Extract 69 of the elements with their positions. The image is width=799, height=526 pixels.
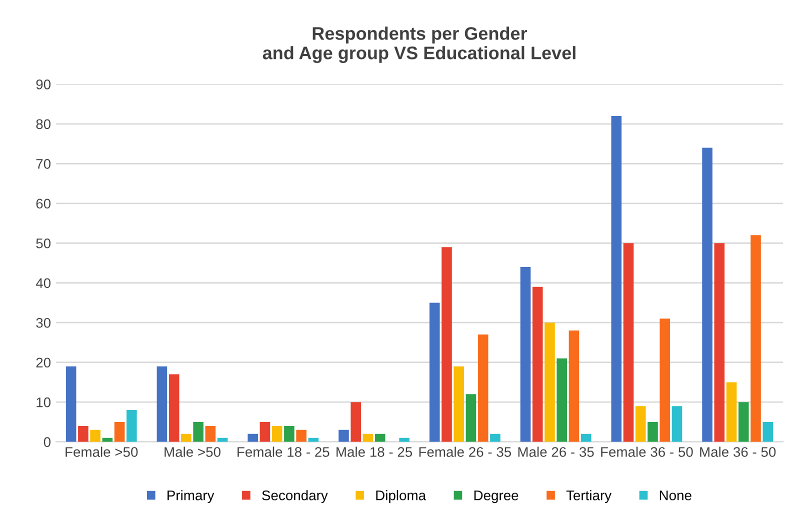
- bar: [78, 426, 88, 442]
- bar: [532, 286, 543, 442]
- bar: [66, 366, 76, 442]
- bar: [568, 330, 580, 442]
- bar: [168, 374, 180, 442]
- bar: [520, 266, 531, 442]
- bar: [442, 247, 452, 442]
- bar: [750, 235, 761, 442]
- y-tick-label: 0: [44, 437, 51, 448]
- bar: [726, 382, 737, 442]
- bar: [350, 402, 362, 442]
- bar: [126, 410, 137, 442]
- bar: [478, 334, 488, 442]
- x-tick-label: Female 26 - 35: [419, 446, 512, 457]
- y-tick-label: 50: [36, 238, 51, 248]
- x-tick-label: Male 18 - 25: [336, 446, 412, 457]
- bar: [296, 430, 306, 442]
- bar: [544, 322, 555, 442]
- y-tick-label: 80: [36, 119, 51, 130]
- x-tick-label: Female 18 - 25: [238, 446, 330, 457]
- x-tick-label: Female >50: [66, 446, 138, 457]
- y-tick-label: 90: [36, 79, 51, 90]
- bar: [738, 402, 749, 442]
- bar: [114, 422, 125, 442]
- bar: [181, 434, 192, 442]
- y-tick-label: 10: [36, 397, 51, 408]
- y-tick-label: 40: [36, 278, 51, 288]
- y-tick-label: 70: [36, 158, 51, 169]
- chart-title: Respondents per Gender and Age group VS Educational Level: [262, 26, 576, 63]
- y-tick-label: 20: [36, 358, 51, 368]
- bar: [260, 422, 270, 442]
- bar: [284, 426, 294, 442]
- bar: [338, 430, 349, 442]
- bar: [454, 366, 464, 442]
- legend-label: Degree: [474, 490, 518, 504]
- x-tick-label: Male >50: [164, 446, 220, 457]
- bar: [90, 430, 100, 442]
- bar: [466, 394, 476, 442]
- bar: [362, 434, 374, 442]
- bar: [762, 422, 774, 442]
- bar: [648, 422, 658, 442]
- bar: [660, 318, 670, 442]
- bar: [205, 426, 216, 442]
- bar: [374, 434, 386, 442]
- bar: [156, 366, 168, 442]
- bar: [490, 434, 500, 442]
- bar: [623, 243, 634, 442]
- bar: [556, 358, 568, 442]
- legend-label: None: [660, 490, 692, 500]
- y-tick-label: 60: [36, 198, 51, 209]
- legend-label: Tertiary: [566, 490, 612, 504]
- legend-label: Diploma: [376, 490, 426, 504]
- legend-label: Secondary: [262, 490, 328, 504]
- legend-label: Primary: [168, 490, 214, 504]
- bar: [580, 434, 592, 442]
- x-tick-label: Male 36 - 50: [700, 446, 776, 457]
- x-tick-label: Male 26 - 35: [518, 446, 594, 457]
- bar: [714, 243, 725, 442]
- bar: [399, 438, 410, 442]
- bar: [672, 406, 682, 442]
- bar: [248, 434, 258, 442]
- bar: [611, 116, 622, 442]
- bar: [702, 148, 712, 442]
- bar: [272, 426, 282, 442]
- x-tick-label: Female 36 - 50: [601, 446, 693, 457]
- y-tick-label: 30: [36, 318, 51, 328]
- bar: [429, 302, 440, 442]
- bar: [193, 422, 204, 442]
- bar: [635, 406, 646, 442]
